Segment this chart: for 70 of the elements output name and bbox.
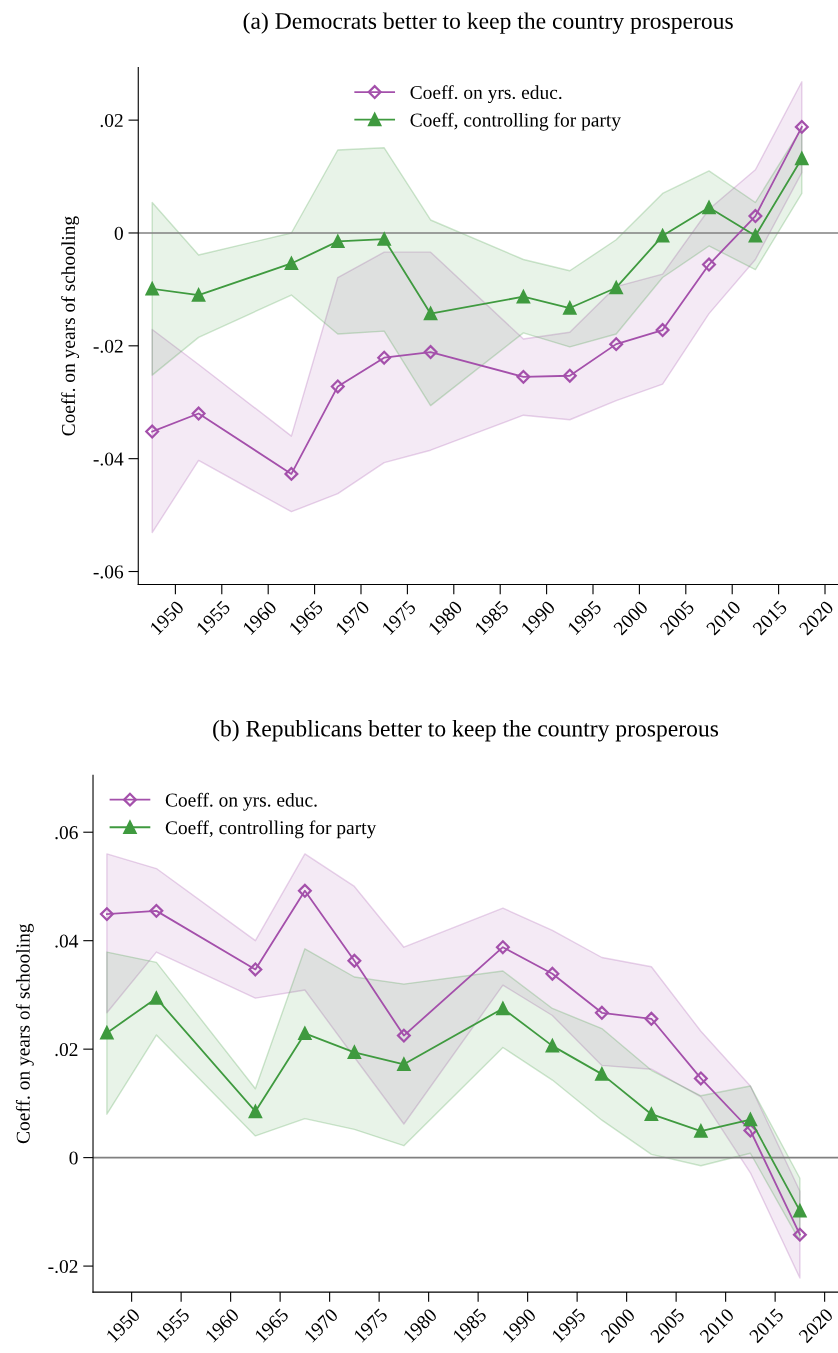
point xyxy=(297,883,312,898)
point xyxy=(562,368,577,383)
point xyxy=(191,406,206,421)
point xyxy=(347,1045,362,1060)
point xyxy=(284,466,299,481)
point xyxy=(284,256,299,271)
x-tick-label: 1990 xyxy=(520,600,556,636)
legend-label: Coeff. on yrs. educ. xyxy=(165,792,317,811)
y-tick-label: .02 xyxy=(100,113,123,128)
point xyxy=(396,1028,411,1043)
point xyxy=(794,119,809,134)
y-tick-label: .06 xyxy=(55,826,78,840)
point xyxy=(99,907,114,922)
point xyxy=(595,1067,609,1081)
y-tick-label: .02 xyxy=(55,1042,78,1057)
point xyxy=(516,369,531,384)
point xyxy=(331,234,345,249)
legend-label: Coeff, controlling for party xyxy=(410,112,621,131)
point xyxy=(609,281,623,295)
point xyxy=(545,1039,560,1053)
point xyxy=(609,337,624,352)
point xyxy=(248,1104,263,1119)
point xyxy=(792,1227,807,1242)
point xyxy=(100,1026,114,1040)
point xyxy=(145,282,159,296)
point xyxy=(377,232,391,246)
point xyxy=(149,903,164,918)
point xyxy=(149,991,164,1005)
chart-title: (b) Republicans better to keep the country prosperous xyxy=(213,720,719,742)
point xyxy=(793,1204,807,1218)
point xyxy=(694,1124,708,1138)
point xyxy=(594,1005,609,1020)
point xyxy=(644,1011,659,1026)
point xyxy=(702,257,717,272)
point xyxy=(693,1071,708,1086)
y-tick-label: -.02 xyxy=(93,339,123,353)
point xyxy=(330,379,345,394)
point xyxy=(495,940,510,955)
point xyxy=(423,345,438,360)
point xyxy=(748,209,763,224)
point xyxy=(496,1001,510,1016)
point xyxy=(347,953,362,968)
point xyxy=(248,962,263,977)
point xyxy=(743,1112,758,1127)
point xyxy=(655,229,670,243)
y-tick-label: -.02 xyxy=(48,1259,78,1274)
point xyxy=(655,323,670,338)
y-axis-title: Coeff. on years of schooling xyxy=(15,923,34,1144)
point xyxy=(702,200,716,215)
point xyxy=(644,1107,659,1121)
point xyxy=(298,1026,312,1041)
legend-label: Coeff, controlling for party xyxy=(165,820,377,839)
point xyxy=(377,350,392,365)
y-tick-label: -.06 xyxy=(93,565,124,579)
point xyxy=(191,288,206,302)
y-tick-label: .04 xyxy=(55,934,79,948)
y-tick-label: 0 xyxy=(69,1151,78,1165)
y-tick-label: -.04 xyxy=(93,452,124,466)
y-axis-title: Coeff. on years of schooling xyxy=(61,216,80,436)
point xyxy=(563,301,577,315)
y-tick-label: 0 xyxy=(114,226,123,240)
point xyxy=(423,306,438,321)
point xyxy=(516,290,531,304)
point xyxy=(145,424,160,439)
point xyxy=(795,151,809,166)
chart-title: (a) Democrats better to keep the country prosperous xyxy=(243,12,733,34)
point xyxy=(748,229,763,243)
legend-label: Coeff. on yrs. educ. xyxy=(410,85,562,104)
point xyxy=(397,1057,411,1071)
point xyxy=(545,966,560,981)
